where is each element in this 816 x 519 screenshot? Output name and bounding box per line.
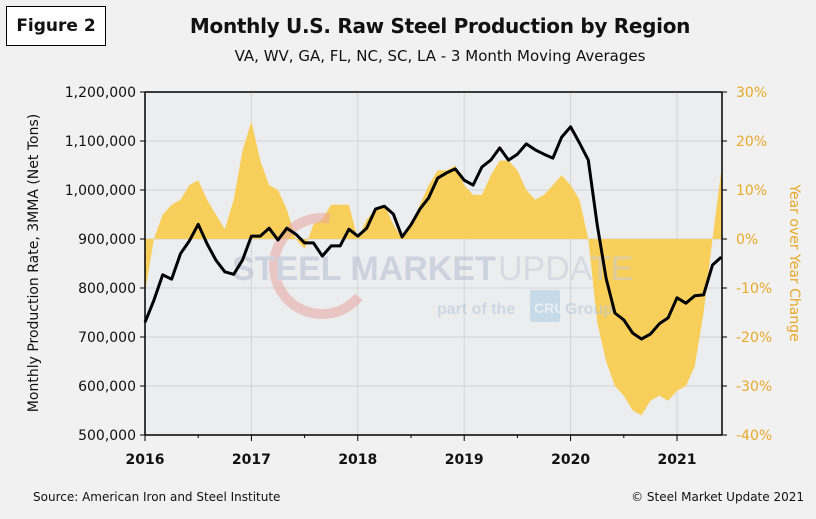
left-tick-label: 600,000 bbox=[78, 379, 136, 395]
right-tick-label: -40% bbox=[736, 428, 772, 444]
left-tick-label: 500,000 bbox=[78, 428, 136, 444]
right-tick-label: 30% bbox=[736, 85, 767, 101]
right-tick-label: -10% bbox=[736, 281, 772, 297]
x-axis-ticks: 2016 2017 2018 2019 2020 2021 bbox=[126, 435, 697, 468]
watermark-cru-text: CRU bbox=[534, 300, 564, 316]
watermark-tag-prefix: part of the bbox=[437, 301, 515, 318]
x-tick-label: 2016 bbox=[126, 452, 165, 468]
right-tick-label: 10% bbox=[736, 183, 767, 199]
figure-label: Figure 2 bbox=[6, 6, 106, 46]
right-tick-label: 0% bbox=[736, 232, 758, 248]
watermark-tag-suffix: Group bbox=[565, 301, 613, 318]
right-axis-title: Year over Year Change bbox=[786, 183, 802, 341]
chart-subtitle: VA, WV, GA, FL, NC, SC, LA - 3 Month Mov… bbox=[234, 47, 646, 65]
right-axis-ticks: -40% -30% -20% -10% 0% 10% 20% 30% bbox=[722, 85, 772, 444]
right-tick-label: -20% bbox=[736, 330, 772, 346]
left-axis-title: Monthly Production Rate, 3MMA (Net Tons) bbox=[26, 114, 42, 412]
yoy-area-series bbox=[145, 121, 722, 416]
left-tick-label: 1,000,000 bbox=[65, 183, 136, 199]
right-tick-label: -30% bbox=[736, 379, 772, 395]
left-tick-label: 700,000 bbox=[78, 330, 136, 346]
left-tick-label: 1,200,000 bbox=[65, 85, 136, 101]
x-tick-label: 2017 bbox=[232, 452, 271, 468]
chart-title: Monthly U.S. Raw Steel Production by Reg… bbox=[189, 14, 691, 38]
watermark-cru-badge bbox=[530, 290, 560, 322]
source-note: Source: American Iron and Steel Institut… bbox=[33, 490, 281, 504]
left-tick-label: 900,000 bbox=[78, 232, 136, 248]
left-tick-label: 800,000 bbox=[78, 281, 136, 297]
right-tick-label: 20% bbox=[736, 134, 767, 150]
x-tick-label: 2019 bbox=[445, 452, 484, 468]
x-tick-label: 2020 bbox=[551, 452, 590, 468]
watermark-brand-light: UPDATE bbox=[498, 250, 633, 288]
left-tick-label: 1,100,000 bbox=[65, 134, 136, 150]
x-tick-label: 2021 bbox=[658, 452, 697, 468]
left-axis-ticks: 500,000 600,000 700,000 800,000 900,000 1,000… bbox=[65, 85, 145, 444]
production-line-series bbox=[143, 125, 723, 341]
x-tick-label: 2018 bbox=[338, 452, 377, 468]
copyright-note: © Steel Market Update 2021 bbox=[631, 490, 804, 504]
watermark-brand-bold: STEEL MARKET bbox=[232, 250, 496, 288]
